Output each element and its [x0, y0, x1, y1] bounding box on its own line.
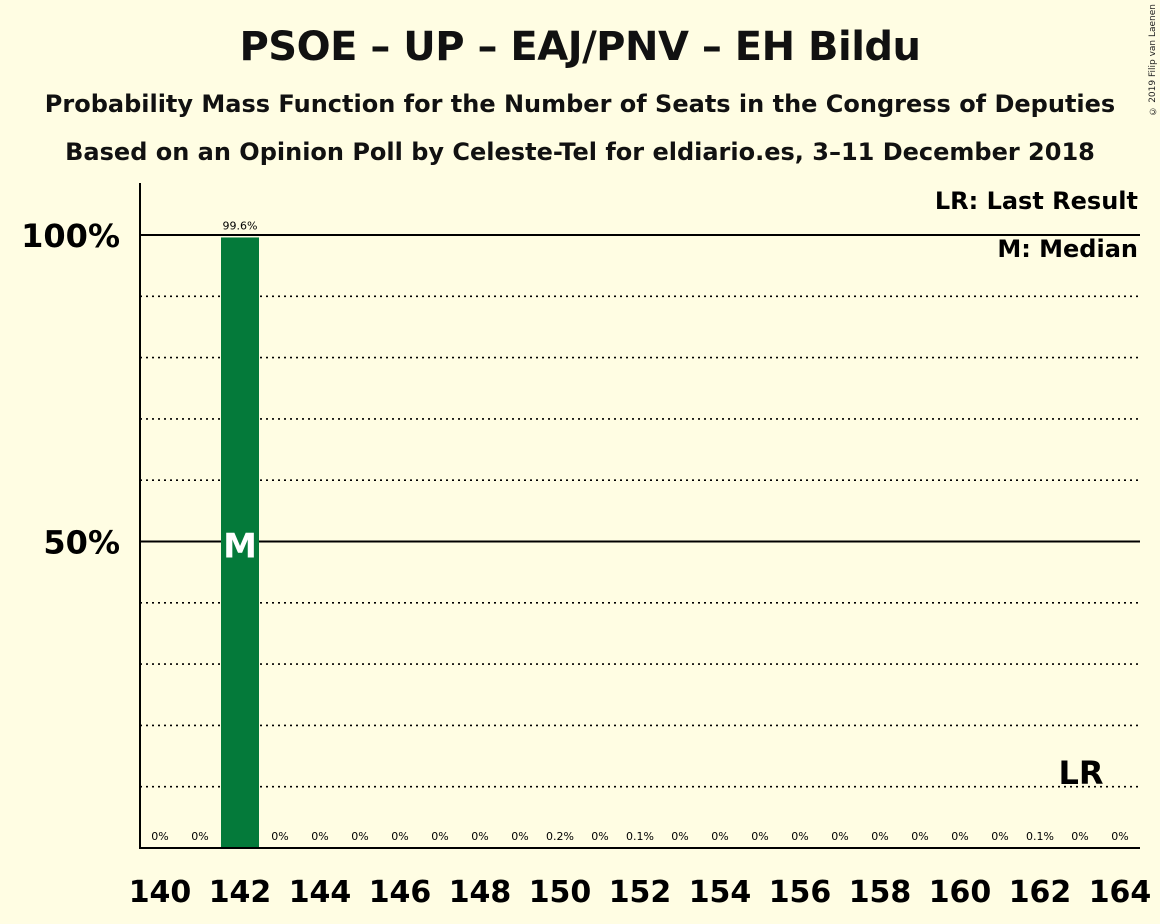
x-tick-146: 146	[369, 875, 432, 910]
data-labels: 0% 0% 99.6% 0% 0% 0% 0% 0% 0% 0% 0.2% 0% 0.1% 0% 0% 0% 0…	[151, 219, 1128, 843]
x-tick-154: 154	[689, 875, 752, 910]
x-tick-144: 144	[289, 875, 352, 910]
legend-entry-0: LR: Last Result	[935, 187, 1138, 215]
data-label-156: 0%	[791, 830, 808, 843]
gridlines	[140, 234, 1140, 788]
x-tick-156: 156	[769, 875, 832, 910]
data-label-153: 0%	[671, 830, 688, 843]
data-label-145: 0%	[351, 830, 368, 843]
x-tick-148: 148	[449, 875, 512, 910]
legend-entry-1: M: Median	[997, 235, 1138, 263]
legend: LR: Last Result M: Median	[935, 187, 1138, 263]
x-tick-142: 142	[209, 875, 272, 910]
data-label-149: 0%	[511, 830, 528, 843]
data-label-161: 0%	[991, 830, 1008, 843]
x-tick-140: 140	[129, 875, 192, 910]
data-label-154: 0%	[711, 830, 728, 843]
bar-142	[221, 237, 259, 848]
chart-source: Based on an Opinion Poll by Celeste-Tel …	[65, 138, 1095, 166]
data-label-151: 0%	[591, 830, 608, 843]
axes	[139, 183, 1140, 849]
data-label-160: 0%	[951, 830, 968, 843]
chart-subtitle: Probability Mass Function for the Number…	[44, 90, 1116, 118]
data-label-163: 0%	[1071, 830, 1088, 843]
chart-title: PSOE – UP – EAJ/PNV – EH Bildu	[239, 24, 921, 70]
data-label-141: 0%	[191, 830, 208, 843]
data-label-155: 0%	[751, 830, 768, 843]
data-label-140: 0%	[151, 830, 168, 843]
x-tick-164: 164	[1089, 875, 1152, 910]
data-label-164: 0%	[1111, 830, 1128, 843]
last-result-marker: LR	[1058, 754, 1103, 792]
y-tick-50: 50%	[43, 524, 120, 562]
data-label-150: 0.2%	[546, 830, 574, 843]
y-tick-labels: 100% 50%	[21, 217, 120, 562]
x-tick-152: 152	[609, 875, 672, 910]
data-label-157: 0%	[831, 830, 848, 843]
bars: M LR	[221, 237, 1104, 848]
x-tick-150: 150	[529, 875, 592, 910]
y-tick-100: 100%	[21, 217, 120, 255]
data-label-158: 0%	[871, 830, 888, 843]
data-label-143: 0%	[271, 830, 288, 843]
median-marker: M	[223, 527, 257, 567]
data-label-162: 0.1%	[1026, 830, 1054, 843]
x-tick-160: 160	[929, 875, 992, 910]
data-label-142: 99.6%	[223, 219, 258, 232]
x-tick-162: 162	[1009, 875, 1072, 910]
x-tick-158: 158	[849, 875, 912, 910]
data-label-144: 0%	[311, 830, 328, 843]
x-tick-labels: 140 142 144 146 148 150 152 154 156 158 160 162 164	[129, 875, 1152, 910]
data-label-146: 0%	[391, 830, 408, 843]
data-label-148: 0%	[471, 830, 488, 843]
data-label-152: 0.1%	[626, 830, 654, 843]
data-label-159: 0%	[911, 830, 928, 843]
data-label-147: 0%	[431, 830, 448, 843]
